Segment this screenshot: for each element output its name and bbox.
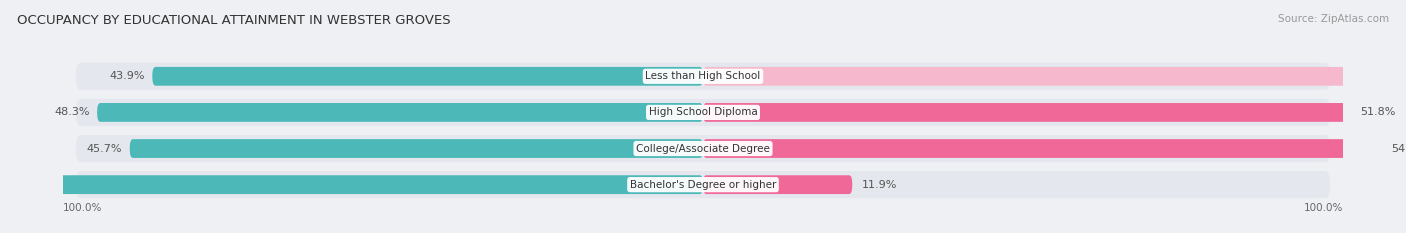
Text: 51.8%: 51.8% bbox=[1360, 107, 1396, 117]
Text: 11.9%: 11.9% bbox=[862, 180, 897, 190]
FancyBboxPatch shape bbox=[129, 139, 703, 158]
Text: Less than High School: Less than High School bbox=[645, 71, 761, 81]
Text: Bachelor's Degree or higher: Bachelor's Degree or higher bbox=[630, 180, 776, 190]
FancyBboxPatch shape bbox=[703, 67, 1406, 86]
Text: High School Diploma: High School Diploma bbox=[648, 107, 758, 117]
FancyBboxPatch shape bbox=[76, 63, 1330, 90]
Text: 100.0%: 100.0% bbox=[63, 203, 103, 213]
Text: OCCUPANCY BY EDUCATIONAL ATTAINMENT IN WEBSTER GROVES: OCCUPANCY BY EDUCATIONAL ATTAINMENT IN W… bbox=[17, 14, 450, 27]
Text: 48.3%: 48.3% bbox=[53, 107, 90, 117]
FancyBboxPatch shape bbox=[76, 171, 1330, 198]
Text: College/Associate Degree: College/Associate Degree bbox=[636, 144, 770, 154]
FancyBboxPatch shape bbox=[703, 103, 1353, 122]
FancyBboxPatch shape bbox=[76, 99, 1330, 126]
Text: 54.3%: 54.3% bbox=[1392, 144, 1406, 154]
Text: 43.9%: 43.9% bbox=[110, 71, 145, 81]
Text: 45.7%: 45.7% bbox=[87, 144, 122, 154]
FancyBboxPatch shape bbox=[97, 103, 703, 122]
FancyBboxPatch shape bbox=[152, 67, 703, 86]
FancyBboxPatch shape bbox=[76, 135, 1330, 162]
Text: Source: ZipAtlas.com: Source: ZipAtlas.com bbox=[1278, 14, 1389, 24]
FancyBboxPatch shape bbox=[0, 175, 703, 194]
FancyBboxPatch shape bbox=[703, 139, 1384, 158]
Text: 100.0%: 100.0% bbox=[1303, 203, 1343, 213]
FancyBboxPatch shape bbox=[703, 175, 852, 194]
